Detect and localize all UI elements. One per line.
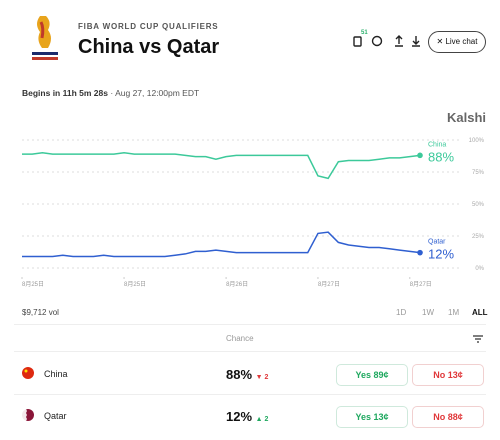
y-tick-label: 75%	[472, 170, 485, 176]
change: ▲ 2	[256, 416, 269, 423]
range-button[interactable]: 1M	[448, 308, 460, 317]
divider	[14, 394, 486, 395]
countdown: Begins in 11h 5m 28s	[22, 88, 108, 98]
logo	[32, 16, 58, 60]
no-button[interactable]: No 88¢	[412, 406, 484, 428]
column-header: Chance	[226, 334, 254, 343]
x-tick-label: 8月26日	[226, 281, 248, 288]
end-dot	[417, 152, 423, 159]
value-label: 12%	[428, 247, 454, 262]
y-tick-label: 25%	[472, 234, 485, 240]
x-tick-label: 8月25日	[124, 281, 146, 288]
series-name: China	[428, 141, 446, 148]
toolbar-icons	[353, 35, 420, 47]
series-name: Qatar	[428, 239, 446, 246]
range-button[interactable]: ALL	[472, 308, 488, 317]
y-tick-label: 50%	[472, 202, 485, 208]
outcome-name: Qatar	[44, 411, 67, 421]
status: Begins in 11h 5m 28s · Aug 27, 12:00pm E…	[22, 88, 199, 98]
change-value: 2	[264, 374, 269, 381]
flag	[22, 409, 34, 421]
start-date: · Aug 27, 12:00pm EDT	[110, 88, 200, 98]
close-icon: ✕	[436, 37, 446, 46]
series-line	[22, 231, 421, 258]
change: ▼ 2	[256, 374, 269, 381]
x-tick-label: 8月27日	[318, 281, 340, 288]
divider	[14, 324, 486, 325]
y-tick-label: 0%	[475, 266, 484, 272]
sort-icon[interactable]	[472, 334, 484, 344]
live-chat-button[interactable]: ✕ Live chat	[428, 31, 486, 53]
range-button[interactable]: 1W	[422, 308, 434, 317]
series-line	[22, 152, 421, 180]
x-tick-label: 8月25日	[22, 281, 44, 288]
flag	[22, 367, 34, 379]
chance-value: 88%	[226, 367, 253, 382]
x-tick-label: 8月27日	[410, 281, 432, 288]
end-dot	[417, 249, 423, 256]
change-value: 2	[264, 416, 269, 423]
down-arrow: ▼	[255, 374, 263, 381]
volume: $9,712 vol	[22, 308, 59, 317]
y-tick-label: 100%	[469, 138, 485, 144]
chance-value: 12%	[226, 409, 253, 424]
outcome-chance: 88% ▼ 2	[226, 367, 268, 382]
eyebrow: FIBA WORLD CUP QUALIFIERS	[78, 22, 219, 31]
chart: 0% 25% 50% 75% 100% 8月25日 8月25日 8月26日 8月27日 8月27日…	[21, 138, 485, 288]
outcome-chance: 12% ▲ 2	[226, 409, 268, 424]
outcome-name: China	[44, 369, 68, 379]
event-title: China vs Qatar	[78, 36, 220, 58]
no-button[interactable]: No 13¢	[412, 364, 484, 386]
up-arrow: ▲	[255, 416, 263, 423]
brand: Kalshi	[446, 110, 486, 125]
yes-button[interactable]: Yes 89¢	[336, 364, 408, 386]
value-label: 88%	[428, 149, 454, 164]
divider	[14, 351, 486, 352]
yes-button[interactable]: Yes 13¢	[336, 406, 408, 428]
notification-badge: 51	[361, 30, 368, 36]
range-button[interactable]: 1D	[396, 308, 407, 317]
live-chat-label: Live chat	[445, 37, 478, 46]
